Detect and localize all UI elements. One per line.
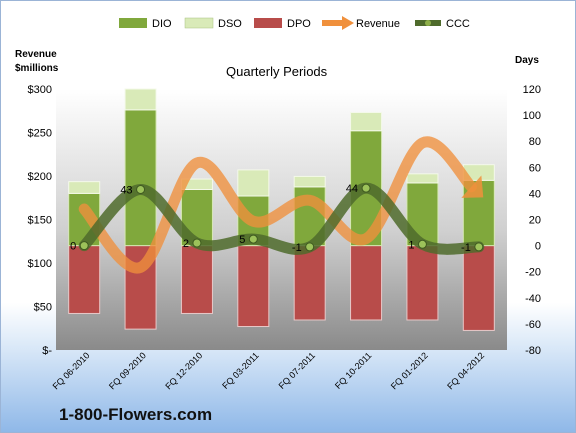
bar-dso bbox=[237, 169, 270, 197]
left-tick-label: $50 bbox=[34, 302, 52, 314]
right-tick-label: 60 bbox=[529, 162, 541, 174]
bar-dso bbox=[124, 88, 157, 111]
revenue-series bbox=[78, 136, 484, 274]
x-tick-label: FQ 01-2012 bbox=[389, 350, 430, 391]
x-tick-label: FQ 07-2011 bbox=[277, 350, 318, 391]
bar-dio bbox=[124, 109, 157, 247]
left-tick-label: $100 bbox=[28, 258, 52, 270]
ccc-marker bbox=[248, 234, 258, 244]
chart-title: Quarterly Periods bbox=[226, 64, 328, 79]
left-tick-label: $200 bbox=[28, 171, 52, 183]
ccc-data-label: 43 bbox=[120, 184, 132, 196]
ccc-data-label: 44 bbox=[346, 183, 358, 195]
left-axis: $300 $250 $200 $150 $100 $50 $- bbox=[28, 84, 53, 357]
left-tick-label: $300 bbox=[28, 84, 52, 96]
ccc-data-label: 1 bbox=[408, 239, 414, 251]
right-tick-label: 100 bbox=[523, 110, 541, 122]
bar-dso bbox=[293, 175, 326, 188]
right-tick-label: 120 bbox=[523, 84, 541, 96]
ccc-data-label: 2 bbox=[183, 238, 189, 250]
right-tick-label: -80 bbox=[525, 345, 541, 357]
left-tick-label: $- bbox=[42, 345, 52, 357]
legend-label-dio: DIO bbox=[152, 18, 172, 30]
x-tick-label: FQ 04-2012 bbox=[445, 350, 486, 391]
right-tick-label: 0 bbox=[535, 241, 541, 253]
company-name: 1-800-Flowers.com bbox=[59, 405, 213, 424]
bar-dpo bbox=[406, 245, 439, 321]
ccc-marker bbox=[192, 238, 202, 248]
ccc-data-label: -1 bbox=[292, 242, 302, 254]
ccc-marker bbox=[361, 183, 371, 193]
x-tick-label: FQ 06-2010 bbox=[51, 350, 92, 391]
ccc-series bbox=[78, 182, 485, 255]
ccc-data-label: -1 bbox=[461, 242, 471, 254]
bar-dpo bbox=[350, 245, 383, 321]
right-tick-label: -40 bbox=[525, 293, 541, 305]
bar-dpo bbox=[462, 245, 495, 331]
bar-dpo bbox=[180, 245, 213, 314]
ccc-marker bbox=[79, 241, 89, 251]
right-tick-label: -20 bbox=[525, 267, 541, 279]
bar-dso bbox=[350, 111, 383, 132]
legend: DIO DSO DPO Revenue CCC bbox=[119, 16, 470, 30]
legend-swatch-dso bbox=[184, 17, 214, 29]
right-tick-label: 40 bbox=[529, 188, 541, 200]
right-tick-label: -60 bbox=[525, 319, 541, 331]
legend-label-revenue: Revenue bbox=[356, 18, 400, 30]
revenue-arrowhead bbox=[461, 175, 484, 198]
plot-area bbox=[56, 89, 507, 350]
x-tick-label: FQ 12-2010 bbox=[163, 350, 204, 391]
legend-label-ccc: CCC bbox=[446, 18, 470, 30]
legend-marker-ccc bbox=[425, 20, 431, 26]
ccc-marker bbox=[417, 239, 427, 249]
legend-label-dso: DSO bbox=[218, 18, 242, 30]
left-tick-label: $250 bbox=[28, 128, 52, 140]
ccc-data-label: 5 bbox=[239, 234, 245, 246]
bar-dso bbox=[406, 173, 439, 184]
left-axis-label-line1: Revenue bbox=[15, 49, 57, 60]
bar-dpo bbox=[293, 245, 326, 321]
ccc-marker bbox=[136, 184, 146, 194]
legend-label-dpo: DPO bbox=[287, 18, 311, 30]
x-tick-label: FQ 09-2010 bbox=[107, 350, 148, 391]
right-axis-label: Days bbox=[515, 55, 539, 66]
left-tick-label: $150 bbox=[28, 215, 52, 227]
ccc-data-label: 0 bbox=[70, 241, 76, 253]
bar-dso bbox=[68, 181, 101, 194]
legend-arrow-revenue bbox=[342, 16, 354, 30]
x-tick-label: FQ 10-2011 bbox=[333, 350, 374, 391]
right-tick-label: 20 bbox=[529, 215, 541, 227]
ccc-data-labels: 0 43 2 5 -1 44 1 -1 bbox=[70, 183, 471, 254]
left-axis-label-line2: $millions bbox=[15, 63, 59, 74]
bar-dpo bbox=[68, 245, 101, 314]
right-axis: 120 100 80 60 40 20 0 -20 -40 -60 -80 bbox=[523, 84, 541, 357]
revenue-line bbox=[78, 136, 477, 274]
bar-dpo bbox=[237, 245, 270, 328]
x-axis: FQ 06-2010 FQ 09-2010 FQ 12-2010 FQ 03-2011… bbox=[51, 350, 487, 391]
x-tick-label: FQ 03-2011 bbox=[220, 350, 261, 391]
ccc-marker bbox=[305, 242, 315, 252]
right-tick-label: 80 bbox=[529, 136, 541, 148]
legend-swatch-dpo bbox=[254, 18, 282, 28]
ccc-marker bbox=[474, 242, 484, 252]
legend-swatch-dio bbox=[119, 18, 147, 28]
